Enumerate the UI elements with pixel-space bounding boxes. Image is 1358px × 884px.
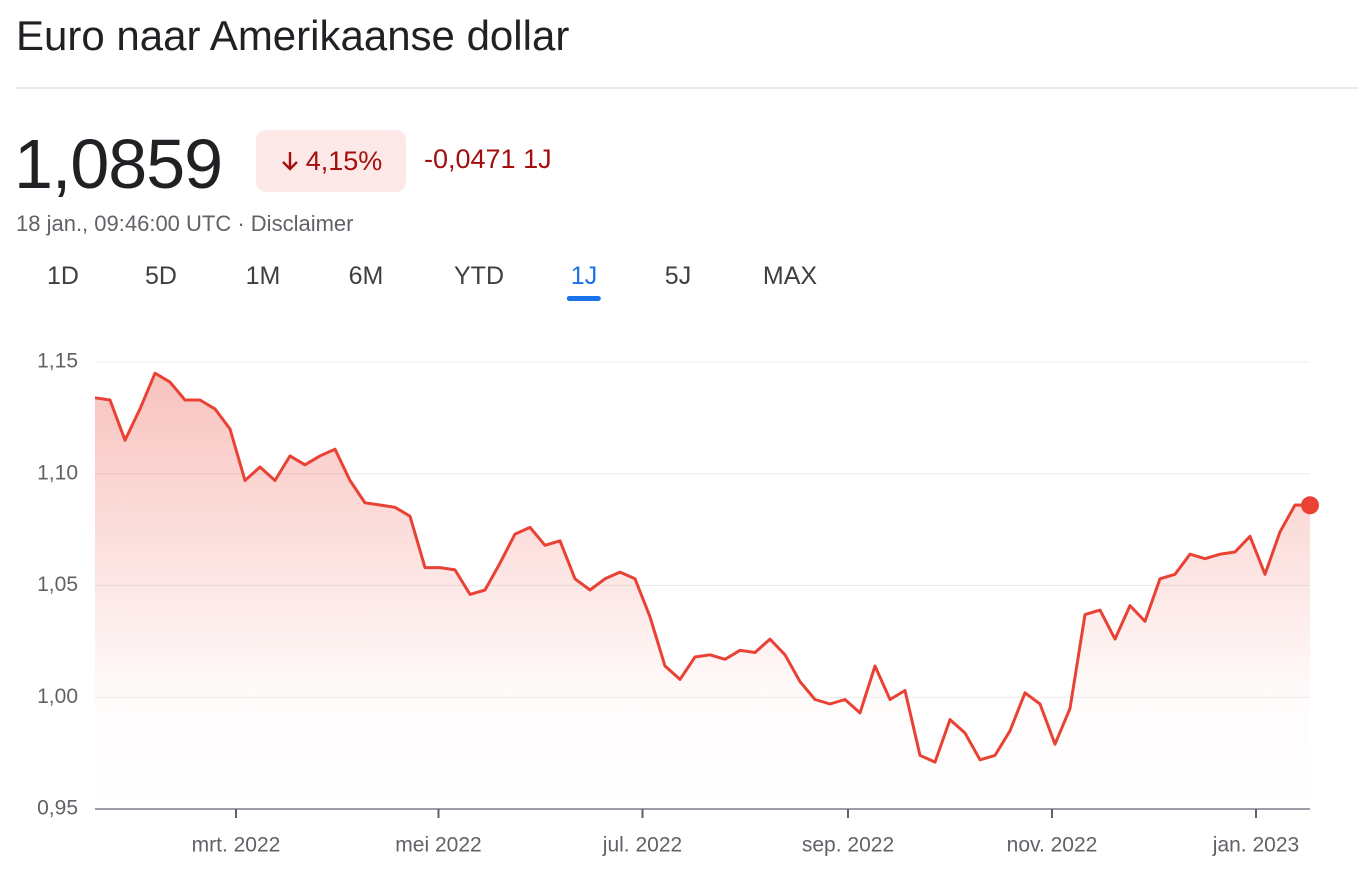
y-tick-label: 0,95 [37, 797, 78, 820]
x-tick-label: jan. 2023 [1212, 834, 1299, 857]
y-tick-label: 1,15 [37, 350, 78, 373]
tab[interactable]: YTD [454, 262, 504, 290]
y-tick-label: 1,00 [37, 685, 78, 708]
x-tick-label: nov. 2022 [1007, 834, 1098, 857]
tab[interactable]: MAX [762, 262, 818, 290]
last-point [1301, 496, 1319, 515]
price: 1,0859 [14, 125, 223, 203]
tab[interactable]: 5J [664, 262, 692, 290]
x-tick-label: mrt. 2022 [192, 834, 281, 857]
tab[interactable]: 6M [348, 262, 384, 290]
tab[interactable]: 1D [47, 262, 79, 290]
chart: 0,95 1,00 1,05 1,10 1,15 mrt. 2022 mei 2022 jul… [37, 350, 1319, 857]
change-absolute: -0,0471 1J [424, 144, 552, 174]
change-percent: 4,15% [305, 145, 383, 176]
tab[interactable]: 1M [245, 262, 281, 290]
area [95, 373, 1310, 809]
divider [16, 87, 1358, 89]
timestamp: 18 jan., 09:46:00 UTC · Disclaimer [16, 211, 354, 236]
line [94, 371, 1311, 764]
tab-active[interactable]: 1J [566, 262, 602, 301]
x-tick-label: jul. 2022 [602, 834, 682, 857]
tab[interactable]: 5D [145, 262, 177, 290]
y-tick-label: 1,10 [37, 461, 78, 484]
x-tick-label: mei 2022 [395, 834, 481, 857]
x-tick-label: sep. 2022 [802, 834, 894, 857]
change-badge: 4,15% [256, 130, 406, 192]
title: Euro naar Amerikaanse dollar [16, 12, 570, 59]
down-arrow [281, 152, 298, 171]
y-tick-label: 1,05 [37, 573, 78, 596]
